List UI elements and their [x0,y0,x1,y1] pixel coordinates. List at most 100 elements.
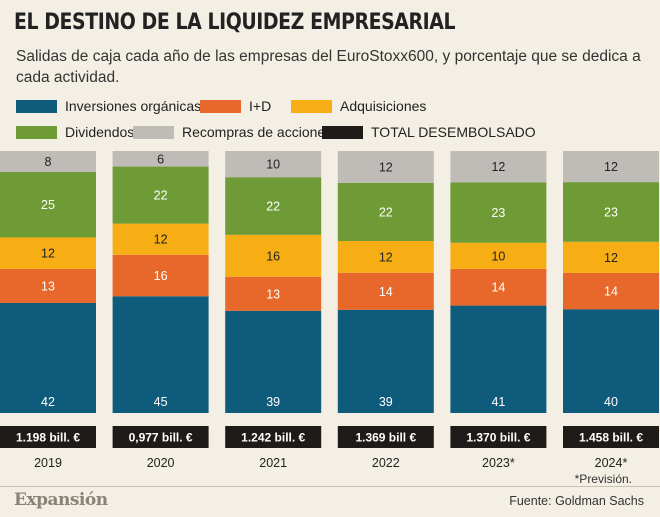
source-note: Fuente: Goldman Sachs [509,494,644,508]
bar-segment [0,268,96,303]
legend-label: Recompras de acciones [182,124,333,140]
bar-segment [450,151,547,183]
bar-segment [450,268,547,306]
legend-label: Dividendos [65,124,135,140]
legend-item-total: TOTAL DESEMBOLSADO [322,124,536,140]
bar-segment [225,177,322,235]
legend-item-adquisiciones: Adquisiciones [291,98,426,114]
data-label: 16 [154,269,168,283]
bar-segment [0,302,96,413]
data-label: 40 [604,395,618,409]
data-label: 12 [491,160,505,174]
legend-item-inversiones: Inversiones orgánicas [16,98,201,114]
bar-segment [112,296,209,413]
bar-segment [337,309,434,413]
total-label: 1.458 bill. € [579,431,643,445]
data-label: 14 [379,285,393,299]
data-label: 22 [154,189,168,203]
total-box [450,426,547,448]
data-label: 39 [379,395,393,409]
category-label: 2022 [372,456,400,470]
legend-label: I+D [249,98,272,114]
data-label: 12 [41,247,55,261]
total-label: 1.198 bill. € [16,431,80,445]
total-box [563,426,659,448]
data-label: 12 [379,250,393,264]
data-label: 8 [45,155,52,169]
data-label: 13 [41,279,55,293]
bar-segment [0,151,96,172]
total-label: 1.370 bill. € [466,431,530,445]
bar-segment [337,240,434,273]
data-label: 14 [491,281,505,295]
data-label: 6 [157,152,164,166]
category-label: 2023* [482,456,515,470]
bar-segment [0,171,96,238]
bar-segment [563,272,659,310]
bar-segment [112,151,209,167]
bar-segment [450,242,547,269]
legend-swatch [322,125,363,139]
bar-segment [225,234,322,277]
legend-label: Adquisiciones [340,98,427,114]
category-label: 2021 [259,456,287,470]
bar-segment [225,276,322,311]
legend-label: TOTAL DESEMBOLSADO [371,124,536,140]
data-label: 22 [379,205,393,219]
bar-segment [225,310,322,413]
data-label: 12 [604,160,618,174]
bar-segment [112,254,209,297]
chart-subtitle: Salidas de caja cada año de las empresas… [16,48,641,86]
data-label: 25 [41,198,55,212]
bar-segment [337,182,434,241]
data-label: 22 [266,200,280,214]
data-label: 13 [266,287,280,301]
bar-segment [563,309,659,413]
category-label: 2019 [34,456,62,470]
data-label: 39 [266,395,280,409]
bar-segment [112,223,209,255]
data-label: 12 [604,251,618,265]
data-label: 14 [604,285,618,299]
legend-item-recompras: Recompras de acciones [133,124,332,140]
total-box [225,426,322,448]
bar-segment [112,166,209,224]
legend-item-dividendos: Dividendos [16,124,134,140]
total-label: 1.242 bill. € [241,431,305,445]
legend-swatch [16,99,57,113]
bar-segment [563,241,659,273]
category-label: 2024* [595,456,628,470]
data-label: 10 [491,249,505,263]
total-box [112,426,209,448]
bar-segment [563,182,659,242]
legend-swatch [133,125,174,139]
legend-swatch [16,125,57,139]
data-label: 23 [604,205,618,219]
total-box [337,426,434,448]
category-label: 2020 [147,456,175,470]
bar-segment [225,151,322,178]
bar-segment [0,237,96,269]
legend-label: Inversiones orgánicas [65,98,202,114]
chart-title: EL DESTINO DE LA LIQUIDEZ EMPRESARIAL [14,10,456,35]
data-label: 41 [491,395,505,409]
legend-item-id: I+D [200,98,271,114]
data-label: 45 [154,395,168,409]
bar-segment [337,151,434,183]
data-label: 10 [266,158,280,172]
bar-segment [450,305,547,413]
data-label: 12 [379,160,393,174]
total-label: 0,977 bill. € [129,431,193,445]
total-box [0,426,96,448]
legend-swatch [200,99,241,113]
publisher-logo: Expansión [14,490,108,510]
bar-segment [337,272,434,310]
data-label: 12 [154,233,168,247]
total-label: 1.369 bill € [355,431,416,445]
bar-segment [563,151,659,183]
footer-divider [0,486,660,487]
bar-segment [450,182,547,243]
legend-swatch [291,99,332,113]
data-label: 23 [491,206,505,220]
data-label: 42 [41,395,55,409]
